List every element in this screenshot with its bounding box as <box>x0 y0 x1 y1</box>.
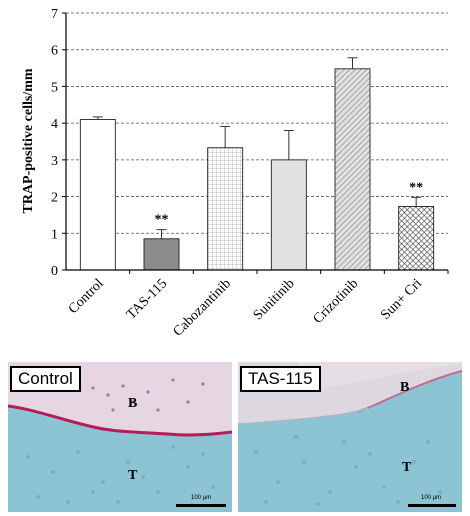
y-axis-label: TRAP-positive cells/mm <box>21 68 36 213</box>
tissue-label-control: T <box>128 468 138 483</box>
significance-marks: ** ** <box>155 180 424 227</box>
y-tick-labels: 0 1 2 3 4 5 6 7 <box>51 7 58 279</box>
axes <box>62 12 449 274</box>
y-tick-label: 5 <box>51 80 58 95</box>
y-tick-label: 1 <box>51 227 58 242</box>
x-tick-label: Sunitinib <box>251 276 298 323</box>
y-tick-label: 6 <box>51 44 58 59</box>
x-tick-label: TAS-115 <box>124 276 170 322</box>
histology-panel-tas115: TAS-115 B T 100 μm <box>238 362 462 512</box>
histology-panel-control: Control B T 100 μm <box>8 362 232 512</box>
panel-label-tas115: TAS-115 <box>240 366 321 392</box>
x-tick-label: Crizotinib <box>311 276 362 327</box>
y-tick-label: 3 <box>51 154 58 169</box>
y-tick-label: 4 <box>51 117 58 132</box>
error-bars <box>92 57 422 239</box>
x-tick-labels: Control TAS-115 Cabozantinib Sunitinib Crizo… <box>66 276 425 339</box>
y-tick-label: 2 <box>51 191 58 206</box>
scale-bar-tas115 <box>408 504 456 507</box>
scale-text-tas115: 100 μm <box>421 495 442 501</box>
scale-text-control: 100 μm <box>191 495 212 501</box>
bar <box>207 147 244 271</box>
bar <box>143 238 180 271</box>
tissue-label-tas115: T <box>402 460 412 475</box>
bar-chart: ** ** 0 1 2 3 4 5 6 7 Control TAS-115 Cabozantinib… <box>21 7 449 340</box>
bars <box>79 68 435 271</box>
bar <box>79 119 116 271</box>
x-tick-label: Cabozantinib <box>171 276 234 339</box>
gridlines <box>66 12 448 234</box>
y-tick-label: 7 <box>51 7 58 22</box>
bar <box>398 206 435 271</box>
x-tick-label: Control <box>66 276 107 317</box>
bar <box>270 159 307 271</box>
scale-bar-control <box>176 504 226 507</box>
significance-mark: ** <box>409 180 423 195</box>
x-tick-label: Sun+ Cri <box>378 276 425 323</box>
significance-mark: ** <box>155 213 169 228</box>
bone-label-control: B <box>128 396 138 411</box>
y-tick-label: 0 <box>51 264 58 279</box>
panel-label-control: Control <box>10 366 81 392</box>
bar <box>334 68 371 271</box>
bone-label-tas115: B <box>400 380 410 395</box>
